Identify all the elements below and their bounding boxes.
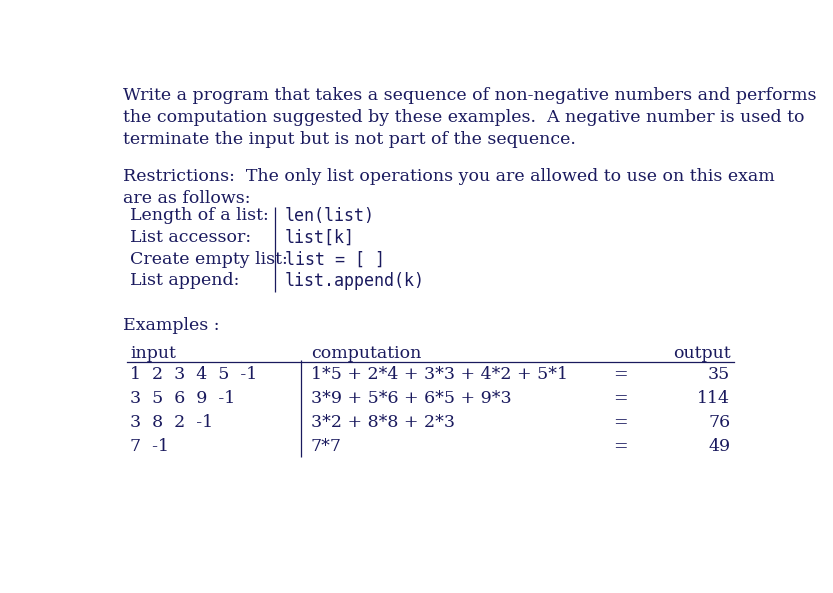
Text: List accessor:: List accessor:	[130, 228, 251, 246]
Text: 3  5  6  9  -1: 3 5 6 9 -1	[130, 390, 235, 407]
Text: 114: 114	[697, 390, 731, 407]
Text: len(list): len(list)	[285, 207, 375, 225]
Text: list[k]: list[k]	[285, 228, 355, 247]
Text: 49: 49	[708, 438, 731, 455]
Text: =: =	[613, 414, 628, 431]
Text: Examples :: Examples :	[123, 317, 220, 334]
Text: 1  2  3  4  5  -1: 1 2 3 4 5 -1	[130, 366, 257, 384]
Text: 3*2 + 8*8 + 2*3: 3*2 + 8*8 + 2*3	[311, 414, 455, 431]
Text: =: =	[613, 438, 628, 455]
Text: input: input	[130, 346, 176, 362]
Text: =: =	[613, 390, 628, 407]
Text: terminate the input but is not part of the sequence.: terminate the input but is not part of t…	[123, 131, 576, 148]
Text: are as follows:: are as follows:	[123, 190, 251, 207]
Text: List append:: List append:	[130, 272, 239, 289]
Text: Write a program that takes a sequence of non-negative numbers and performs: Write a program that takes a sequence of…	[123, 87, 817, 104]
Text: the computation suggested by these examples.  A negative number is used to: the computation suggested by these examp…	[123, 109, 805, 126]
Text: computation: computation	[311, 346, 421, 362]
Text: Create empty list:: Create empty list:	[130, 250, 287, 267]
Text: 76: 76	[708, 414, 731, 431]
Text: 3  8  2  -1: 3 8 2 -1	[130, 414, 213, 431]
Text: Length of a list:: Length of a list:	[130, 207, 269, 224]
Text: 7*7: 7*7	[311, 438, 342, 455]
Text: 7  -1: 7 -1	[130, 438, 169, 455]
Text: =: =	[613, 366, 628, 384]
Text: list = [ ]: list = [ ]	[285, 250, 385, 269]
Text: Restrictions:  The only list operations you are allowed to use on this exam: Restrictions: The only list operations y…	[123, 168, 776, 185]
Text: 35: 35	[708, 366, 731, 384]
Text: output: output	[673, 346, 731, 362]
Text: list.append(k): list.append(k)	[285, 272, 425, 291]
Text: 3*9 + 5*6 + 6*5 + 9*3: 3*9 + 5*6 + 6*5 + 9*3	[311, 390, 511, 407]
Text: 1*5 + 2*4 + 3*3 + 4*2 + 5*1: 1*5 + 2*4 + 3*3 + 4*2 + 5*1	[311, 366, 568, 384]
